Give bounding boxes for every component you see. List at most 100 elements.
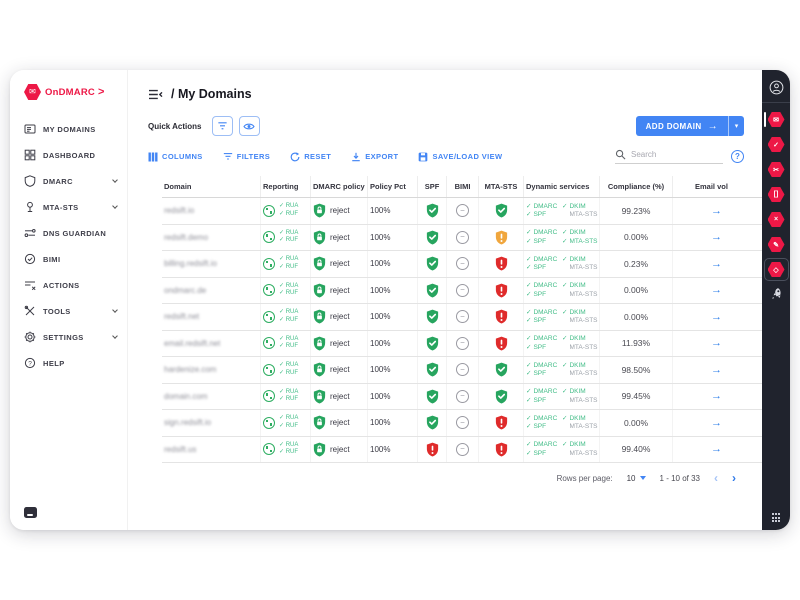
col-spf[interactable]: SPF — [417, 176, 446, 197]
row-detail-arrow[interactable]: → — [711, 416, 722, 429]
sidebar-item-dmarc[interactable]: DMARC — [24, 168, 121, 194]
row-detail-arrow[interactable]: → — [711, 257, 722, 270]
reset-button[interactable]: RESET — [290, 151, 331, 162]
service-item: ✓ DMARC — [526, 229, 558, 237]
row-detail-arrow[interactable]: → — [711, 231, 722, 244]
sidebar-item-help[interactable]: ? HELP — [24, 350, 121, 376]
sidebar-item-mta-sts[interactable]: MTA-STS — [24, 194, 121, 220]
rows-per-page-select[interactable]: 10 — [627, 474, 646, 483]
quick-filter-button[interactable] — [211, 116, 233, 136]
col-domain[interactable]: Domain — [164, 182, 192, 191]
dmarc-policy-cell: reject — [310, 277, 367, 303]
reporting-cell: ✓ RUA ✓ RUF — [260, 357, 310, 383]
table-row[interactable]: redsift.us ✓ RUA ✓ RUF reject 100% − ✓ DM… — [162, 436, 762, 463]
row-detail-arrow[interactable]: → — [711, 363, 722, 376]
table-row[interactable]: ondmarc.de ✓ RUA ✓ RUF reject 100% − ✓ DM… — [162, 277, 762, 304]
row-detail-arrow[interactable]: → — [711, 390, 722, 403]
app-icon-pen[interactable]: ✎ — [764, 233, 789, 256]
apps-grid-icon[interactable] — [771, 513, 781, 522]
report-icon — [263, 337, 275, 350]
row-detail-arrow[interactable]: → — [711, 443, 722, 456]
filters-button[interactable]: FILTERS — [223, 152, 271, 161]
next-page-button[interactable]: › — [732, 471, 736, 485]
col-dynamic-services[interactable]: Dynamic services — [523, 176, 599, 197]
service-item: ✓ DKIM — [562, 335, 586, 343]
sidebar-item-label: DASHBOARD — [43, 150, 96, 160]
app-icon-x[interactable]: × — [764, 208, 789, 231]
domains-icon — [24, 123, 36, 135]
sidebar-item-actions[interactable]: ACTIONS — [24, 272, 121, 298]
ondmarc-logo[interactable]: ✉ OnDMARC > — [24, 82, 121, 102]
domain-cell: redsift.us — [164, 444, 197, 454]
dashboard-icon — [24, 149, 36, 161]
reporting-cell: ✓ RUA ✓ RUF — [260, 304, 310, 330]
col-bimi[interactable]: BIMI — [446, 176, 478, 197]
collapse-sidebar-icon[interactable] — [148, 89, 163, 100]
app-icon-scissors[interactable]: ✂ — [764, 158, 789, 181]
table-row[interactable]: domain.com ✓ RUA ✓ RUF reject 100% − ✓ DM… — [162, 383, 762, 410]
columns-button[interactable]: COLUMNS — [148, 152, 203, 162]
col-policy-pct[interactable]: Policy Pct — [367, 176, 417, 197]
service-item: ✓ SPF — [526, 449, 547, 457]
table-row[interactable]: redsift.io ✓ RUA ✓ RUF reject 100% − ✓ DM… — [162, 198, 762, 225]
logo-text: OnDMARC — [45, 86, 95, 98]
col-compliance[interactable]: Compliance (%) — [599, 176, 672, 197]
dynamic-services-cell: ✓DMARC ✓DKIM ✓SPF ✓MTA-STS — [523, 304, 599, 330]
chat-widget-icon[interactable] — [24, 507, 37, 518]
service-item: ✓ DMARC — [526, 441, 558, 449]
sidebar-item-tools[interactable]: TOOLS — [24, 298, 121, 324]
report-icon — [263, 363, 275, 376]
row-detail-arrow[interactable]: → — [711, 337, 722, 350]
row-detail-arrow[interactable]: → — [711, 204, 722, 217]
table-row[interactable]: billing.redsift.io ✓ RUA ✓ RUF reject 10… — [162, 251, 762, 278]
col-reporting[interactable]: Reporting — [260, 176, 310, 197]
table-row[interactable]: redsift.demo ✓ RUA ✓ RUF reject 100% − ✓… — [162, 224, 762, 251]
mta-sts-status-icon — [495, 336, 507, 351]
save-load-view-button[interactable]: SAVE/LOAD VIEW — [418, 152, 502, 162]
sidebar-nav: MY DOMAINS DASHBOARD DMARC MTA-STS DNS G… — [24, 116, 121, 376]
quick-view-button[interactable] — [238, 116, 260, 136]
table-row[interactable]: email.redsift.net ✓ RUA ✓ RUF reject 100… — [162, 330, 762, 357]
reporting-line: ✓ RUF — [279, 290, 299, 297]
sidebar-item-bimi[interactable]: BIMI — [24, 246, 121, 272]
table-row[interactable]: redsift.net ✓ RUA ✓ RUF reject 100% − ✓ D… — [162, 304, 762, 331]
sidebar-item-settings[interactable]: SETTINGS — [24, 324, 121, 350]
search-input[interactable] — [631, 150, 716, 159]
col-mta-sts[interactable]: MTA-STS — [478, 176, 523, 197]
policy-lock-shield-icon — [313, 442, 326, 457]
prev-page-button[interactable]: ‹ — [714, 471, 718, 485]
export-button[interactable]: EXPORT — [351, 152, 398, 162]
policy-pct-value: 100% — [370, 365, 391, 375]
app-icon-check[interactable]: ✓ — [764, 133, 789, 156]
app-icon-ondmarc[interactable]: ✉ — [763, 108, 789, 131]
report-icon — [263, 204, 275, 217]
dmarc-policy-cell: reject — [310, 436, 367, 462]
table-row[interactable]: sign.redsift.io ✓ RUA ✓ RUF reject 100% … — [162, 410, 762, 437]
rocket-icon[interactable] — [770, 287, 783, 305]
add-domain-button[interactable]: ADD DOMAIN → — [635, 116, 728, 136]
account-icon[interactable] — [769, 80, 784, 95]
sidebar-item-dashboard[interactable]: DASHBOARD — [24, 142, 121, 168]
dynamic-services-cell: ✓DMARC ✓DKIM ✓SPF ✓MTA-STS — [523, 383, 599, 409]
sidebar-item-my-domains[interactable]: MY DOMAINS — [24, 116, 121, 142]
search-icon — [615, 149, 626, 160]
sidebar-item-dns-guardian[interactable]: DNS GUARDIAN — [24, 220, 121, 246]
service-item: ✓ DKIM — [562, 255, 586, 263]
col-dmarc-policy[interactable]: DMARC policy — [310, 176, 367, 197]
app-icon-diamond[interactable]: ◇ — [763, 258, 789, 281]
dmarc-policy-cell: reject — [310, 224, 367, 250]
service-item: ✓ DMARC — [526, 255, 558, 263]
sidebar-item-label: BIMI — [43, 254, 61, 264]
add-domain-dropdown-button[interactable]: ▾ — [728, 116, 744, 136]
col-email-vol[interactable]: Email vol — [672, 176, 762, 197]
dynamic-services-cell: ✓DMARC ✓DKIM ✓SPF ✓MTA-STS — [523, 436, 599, 462]
help-button[interactable]: ? — [731, 150, 744, 163]
row-detail-arrow[interactable]: → — [711, 284, 722, 297]
table-row[interactable]: hardenize.com ✓ RUA ✓ RUF reject 100% − … — [162, 357, 762, 384]
service-item: ✓ SPF — [526, 343, 547, 351]
compliance-value: 99.45% — [621, 391, 651, 402]
app-icon-brackets[interactable]: [] — [764, 183, 789, 206]
domain-cell: ondmarc.de — [164, 285, 207, 295]
row-detail-arrow[interactable]: → — [711, 310, 722, 323]
check-hexagon-icon: ✓ — [767, 137, 785, 152]
